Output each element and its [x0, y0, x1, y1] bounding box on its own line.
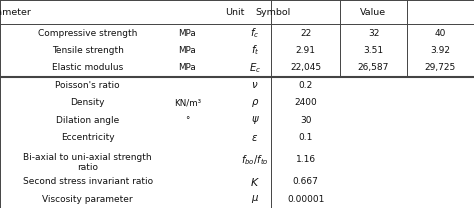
Text: Value: Value: [359, 8, 386, 17]
Text: 26,587: 26,587: [358, 63, 389, 72]
Text: Viscosity parameter: Viscosity parameter: [42, 195, 133, 204]
Text: KN/m³: KN/m³: [173, 98, 201, 107]
Text: $\mathit{f}_t$: $\mathit{f}_t$: [251, 44, 259, 57]
Text: 22,045: 22,045: [290, 63, 321, 72]
Text: $\mathit{\psi}$: $\mathit{\psi}$: [251, 114, 259, 126]
Text: 32: 32: [368, 29, 379, 38]
Text: °: °: [185, 116, 190, 125]
Text: $\mathit{E}_c$: $\mathit{E}_c$: [249, 61, 261, 75]
Text: 1.16: 1.16: [296, 155, 316, 164]
Text: Unit: Unit: [225, 8, 244, 17]
Text: MPa: MPa: [178, 29, 196, 38]
Text: Bi-axial to uni-axial strength: Bi-axial to uni-axial strength: [23, 153, 152, 162]
Text: $\mathit{\mu}$: $\mathit{\mu}$: [251, 193, 259, 205]
Text: $\mathit{f}_c$: $\mathit{f}_c$: [250, 26, 260, 40]
Text: Eccentricity: Eccentricity: [61, 133, 115, 142]
Text: 3.51: 3.51: [364, 46, 383, 55]
Text: $\mathit{\rho}$: $\mathit{\rho}$: [251, 97, 259, 109]
Text: $\mathbf{\mathit{K}}$: $\mathbf{\mathit{K}}$: [250, 176, 260, 188]
Text: 30: 30: [300, 116, 311, 125]
Text: 0.1: 0.1: [299, 133, 313, 142]
Text: 3.92: 3.92: [430, 46, 450, 55]
Text: Tensile strength: Tensile strength: [52, 46, 124, 55]
Text: $\mathit{\nu}$: $\mathit{\nu}$: [251, 80, 259, 90]
Text: 0.2: 0.2: [299, 81, 313, 90]
Text: $\mathit{\varepsilon}$: $\mathit{\varepsilon}$: [251, 132, 259, 142]
Text: Second stress invariant ratio: Second stress invariant ratio: [23, 177, 153, 186]
Text: 22: 22: [300, 29, 311, 38]
Text: Compressive strength: Compressive strength: [38, 29, 137, 38]
Text: Poisson's ratio: Poisson's ratio: [55, 81, 120, 90]
Text: MPa: MPa: [178, 63, 196, 72]
Text: Symbol: Symbol: [255, 8, 290, 17]
Text: Density: Density: [71, 98, 105, 107]
Text: Dilation angle: Dilation angle: [56, 116, 119, 125]
Text: 29,725: 29,725: [425, 63, 456, 72]
Text: 0.667: 0.667: [293, 177, 319, 186]
Text: $\mathit{f}_{bo}/\mathit{f}_{to}$: $\mathit{f}_{bo}/\mathit{f}_{to}$: [241, 153, 269, 167]
Text: 40: 40: [435, 29, 446, 38]
Text: 2.91: 2.91: [296, 46, 316, 55]
Text: 2400: 2400: [294, 98, 317, 107]
Text: Parameter: Parameter: [0, 8, 31, 17]
Text: MPa: MPa: [178, 46, 196, 55]
Text: 0.00001: 0.00001: [287, 195, 324, 204]
Text: ratio: ratio: [77, 163, 98, 172]
Text: Elastic modulus: Elastic modulus: [52, 63, 123, 72]
